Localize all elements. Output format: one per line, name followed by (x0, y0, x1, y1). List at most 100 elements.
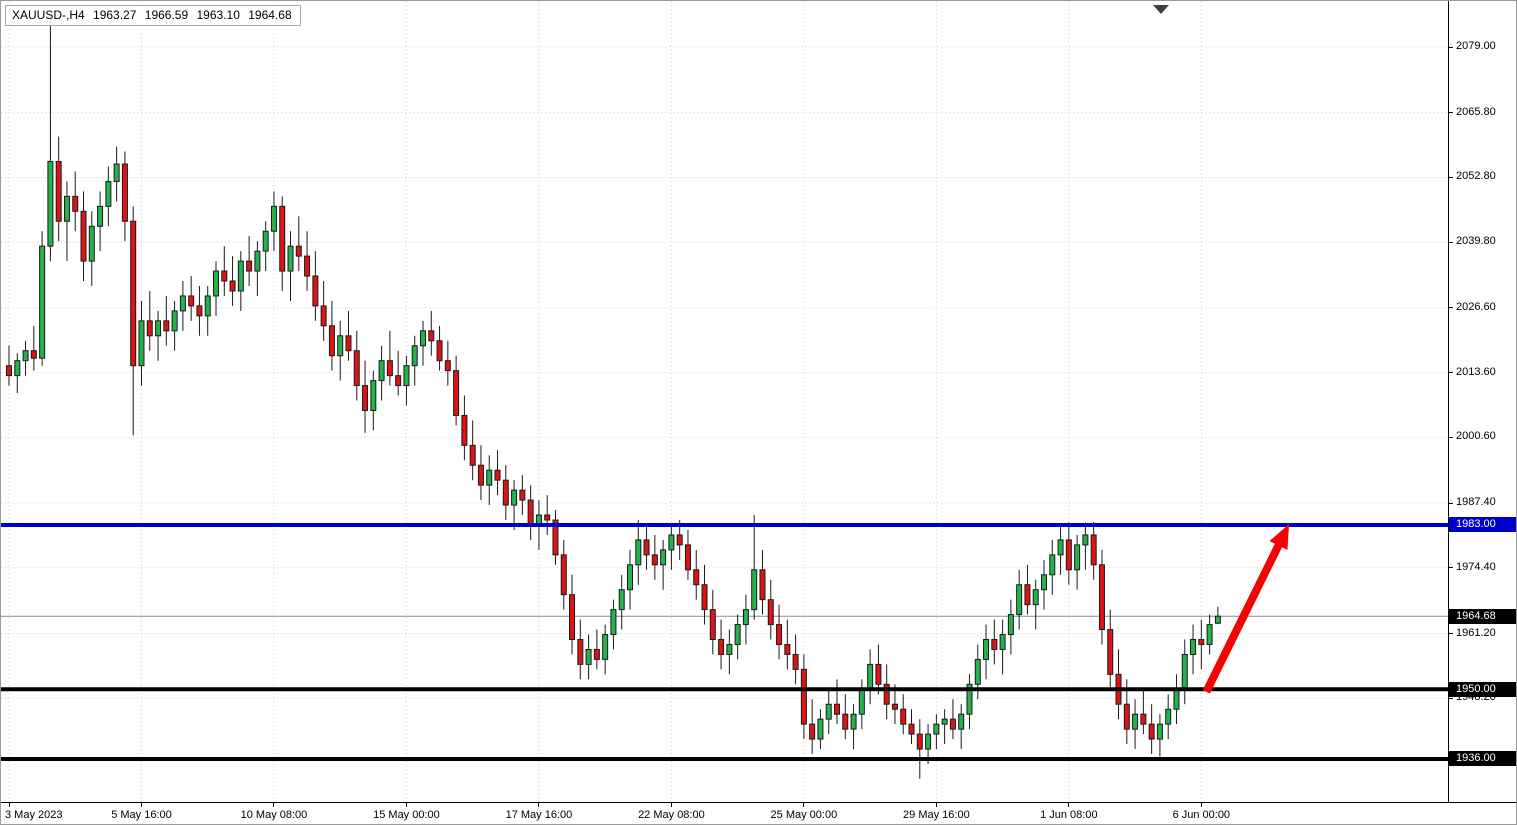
candle-bearish (1065, 539, 1072, 571)
candle-bearish (842, 713, 849, 730)
candle-bearish (834, 703, 840, 715)
candle-bearish (188, 295, 195, 307)
candle-bearish (891, 703, 898, 710)
candle-bearish (386, 360, 393, 377)
price-axis-tick (1449, 502, 1453, 504)
candle-bearish (55, 161, 62, 222)
time-axis-label: 22 May 08:00 (638, 809, 705, 821)
candle-bearish (991, 639, 998, 650)
price-axis[interactable]: 2079.00 2065.80 2052.80 2039.80 2026.60 2013.… (1448, 1, 1516, 802)
candle-bullish (627, 564, 633, 591)
candle-bearish (693, 569, 700, 586)
candle-bullish (1181, 653, 1188, 690)
candle-bullish (370, 380, 377, 411)
candle-bearish (229, 280, 236, 292)
candle-bearish (436, 340, 443, 362)
candle-bearish (577, 639, 584, 665)
candle-bullish (179, 295, 186, 312)
price-tag-1950.00: 1950.00 (1449, 681, 1516, 697)
candle-bullish (817, 718, 824, 740)
candlestick-chart (1, 1, 1448, 802)
price-axis-label: 2026.60 (1456, 300, 1496, 313)
candle-bearish (1098, 564, 1105, 631)
candle-bearish (1123, 703, 1130, 730)
candle-bearish (676, 534, 683, 546)
symbol-period-label: XAUUSD-,H4 (12, 8, 85, 22)
price-axis-tick (1449, 372, 1453, 374)
price-axis-tick (1449, 176, 1453, 178)
candle-bearish (320, 305, 327, 327)
candle-bearish (395, 375, 402, 387)
candle-bullish (287, 245, 294, 272)
candle-bearish (146, 320, 153, 337)
time-axis-label: 10 May 08:00 (240, 809, 308, 821)
candle-bearish (494, 469, 501, 481)
candle-bearish (453, 370, 460, 416)
ohlc-quote: XAUUSD-,H4 1963.27 1966.59 1963.10 1964.… (5, 5, 301, 26)
candle-bullish (1214, 615, 1221, 624)
candle-bullish (858, 688, 865, 715)
candle-bearish (544, 514, 551, 521)
price-axis-tick (1449, 307, 1453, 309)
candle-bearish (461, 414, 468, 446)
candle-bearish (916, 733, 923, 750)
candle-bullish (999, 634, 1006, 650)
candle-bearish (883, 683, 890, 705)
candle-bearish (809, 723, 816, 740)
price-axis-label: 1987.40 (1456, 496, 1496, 509)
candle-bearish (908, 723, 915, 735)
candle-bullish (867, 663, 874, 690)
time-axis-tick (935, 803, 937, 807)
time-axis-label: 25 May 00:00 (770, 809, 838, 821)
candle-bearish (767, 599, 774, 626)
trend-arrow-head[interactable] (1269, 523, 1290, 550)
candle-bearish (1024, 584, 1031, 606)
candle-bullish (22, 350, 29, 362)
price-tag-1983.00: 1983.00 (1449, 517, 1516, 533)
time-axis-label: 6 Jun 00:00 (1172, 809, 1231, 821)
candle-bullish (511, 489, 518, 506)
candle-bullish (97, 205, 104, 227)
candle-bullish (941, 718, 948, 725)
candle-bullish (113, 163, 120, 182)
candle-bearish (469, 444, 476, 466)
price-axis-label: 1974.40 (1456, 560, 1496, 573)
trend-arrow-shaft[interactable] (1202, 538, 1285, 694)
candle-bearish (30, 350, 37, 359)
price-axis-label: 2039.80 (1456, 235, 1496, 248)
chart-shift-marker-icon[interactable] (1153, 5, 1169, 14)
candle-bullish (660, 549, 667, 566)
candle-bearish (444, 360, 451, 372)
candle-bearish (72, 195, 79, 212)
candle-bearish (353, 350, 360, 387)
candle-bearish (130, 220, 137, 367)
candle-bullish (850, 713, 857, 730)
price-axis-label: 2052.80 (1456, 170, 1496, 183)
candle-bearish (784, 643, 791, 655)
candle-bullish (1016, 584, 1023, 616)
time-axis-tick (803, 803, 805, 807)
candle-bullish (602, 634, 609, 660)
candle-bullish (486, 469, 493, 486)
time-axis-label: 3 May 2023 (5, 809, 63, 821)
candle-bullish (1007, 614, 1014, 636)
price-axis-tick (1449, 633, 1453, 635)
candle-bullish (1206, 624, 1213, 645)
candle-bullish (751, 569, 758, 611)
chart-plot-area[interactable]: XAUUSD-,H4 1963.27 1966.59 1963.10 1964.… (1, 1, 1448, 802)
price-tag-1964.68: 1964.68 (1449, 608, 1516, 624)
candle-bullish (39, 245, 46, 359)
candle-bullish (47, 161, 54, 247)
candle-bearish (80, 210, 87, 262)
candle-bullish (618, 589, 625, 611)
time-axis[interactable]: 3 May 2023 5 May 16:00 10 May 08:00 15 May … (1, 802, 1516, 824)
price-axis-tick (1449, 567, 1453, 569)
quote-high: 1966.59 (144, 8, 189, 22)
time-axis-tick (670, 803, 672, 807)
price-axis-label: 2065.80 (1456, 105, 1496, 118)
time-axis-tick (1200, 803, 1202, 807)
candle-bearish (163, 320, 170, 332)
candle-bullish (585, 648, 592, 665)
candle-bearish (6, 365, 12, 377)
